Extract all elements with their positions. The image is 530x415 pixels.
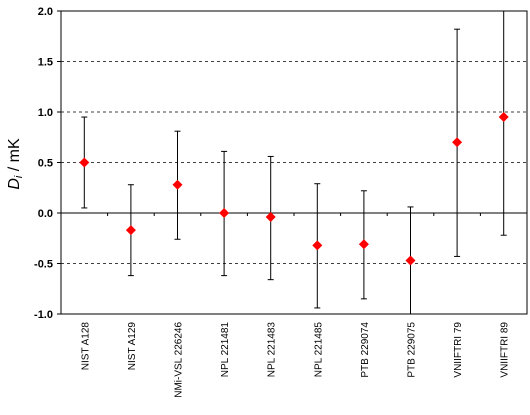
category-label: PTB 229074 — [360, 322, 371, 378]
data-point — [498, 112, 509, 123]
category-label: NIST A129 — [127, 322, 138, 371]
category-label: NMi-VSL 226246 — [174, 322, 185, 398]
data-point — [452, 137, 463, 148]
y-tick-label: 1.5 — [38, 57, 53, 69]
category-label: NIST A128 — [80, 322, 91, 371]
data-point — [219, 208, 230, 218]
category-label: VNIIFTRI 89 — [500, 322, 511, 378]
y-axis-symbol: D — [6, 178, 23, 190]
category-label: NPL 221483 — [267, 322, 278, 378]
category-label: NPL 221485 — [313, 322, 324, 378]
data-point — [172, 179, 183, 190]
data-point — [265, 212, 276, 223]
data-point — [79, 157, 90, 168]
y-axis-ticks: 2.0 1.5 1.0 0.5 0.0 -0.5 -1.0 — [34, 6, 61, 321]
y-axis-title: Di / mK — [6, 138, 25, 190]
data-point — [312, 240, 323, 251]
category-labels: NIST A128 NIST A129 NMi-VSL 226246 NPL 2214… — [80, 322, 510, 398]
data-point — [405, 255, 416, 266]
data-point — [358, 239, 369, 250]
x-axis-ticks — [107, 213, 481, 216]
y-tick-label: 2.0 — [38, 6, 53, 18]
data-points — [79, 112, 509, 266]
category-label: PTB 229075 — [407, 322, 418, 378]
category-label: VNIIFTRI 79 — [453, 322, 464, 378]
y-axis-unit: / mK — [6, 138, 23, 176]
y-tick-label: -1.0 — [34, 309, 53, 321]
category-label: NPL 221481 — [220, 322, 231, 378]
y-axis-subscript: i — [13, 175, 25, 178]
y-tick-label: 0.0 — [38, 208, 53, 220]
y-tick-label: -0.5 — [34, 259, 53, 271]
data-point — [125, 225, 136, 236]
y-tick-label: 0.5 — [38, 158, 53, 170]
y-tick-label: 1.0 — [38, 107, 53, 119]
